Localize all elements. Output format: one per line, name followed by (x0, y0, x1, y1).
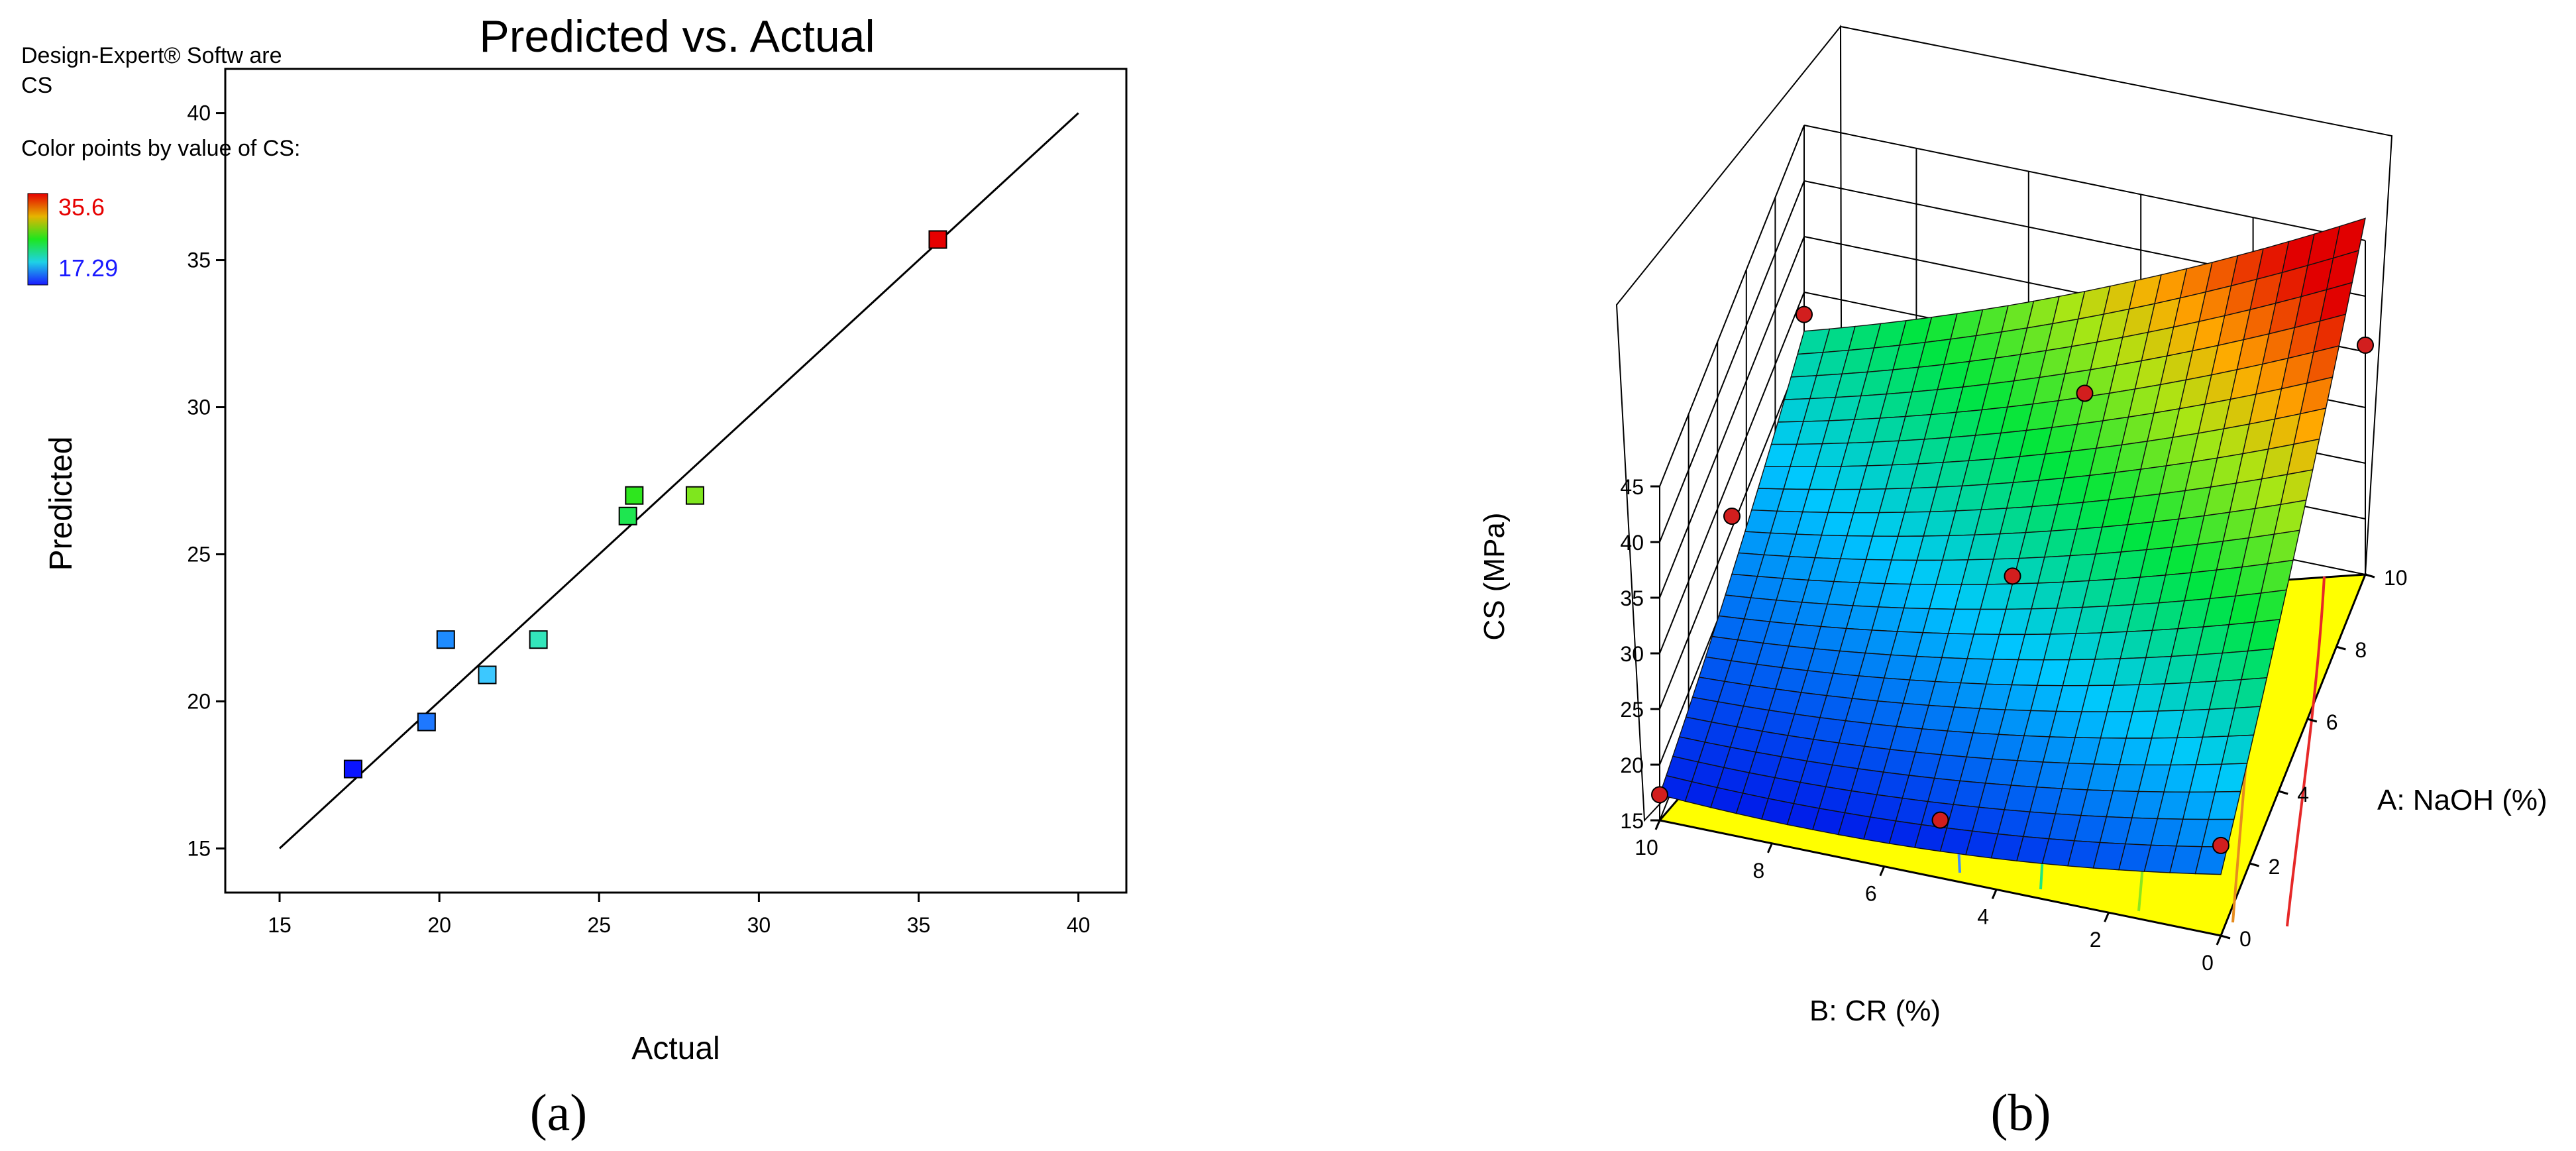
z-tick-label: 25 (1620, 698, 1644, 722)
data-point (343, 759, 362, 779)
z-axis-label: CS (MPa) (1478, 512, 1511, 640)
axis-ticks: 15 20 25 30 35 40 15 20 25 30 35 40 (187, 101, 1090, 937)
cr-tick-label: 6 (1865, 882, 1877, 906)
cr-tick-label: 0 (2202, 951, 2214, 975)
cr-tick-label: 10 (1635, 836, 1658, 859)
naoh-tick-label: 2 (2269, 855, 2281, 879)
naoh-tick (2249, 862, 2260, 867)
cr-tick (2216, 935, 2222, 946)
wall-grid-line (1659, 236, 1805, 598)
z-tick-label: 40 (1620, 531, 1644, 555)
y-tick-label: 15 (187, 836, 211, 860)
z-tick-label: 45 (1620, 475, 1644, 499)
naoh-tick-label: 6 (2326, 710, 2338, 734)
x-tick-label: 40 (1067, 913, 1091, 937)
response-surface (1659, 217, 2366, 875)
design-point (2076, 384, 2094, 402)
y-tick-label: 30 (187, 396, 211, 419)
cr-tick-label: 4 (1977, 904, 1989, 928)
naoh-tick-label: 0 (2239, 927, 2251, 951)
plot-frame (224, 68, 1128, 894)
y-tick-label: 25 (187, 542, 211, 566)
data-point (928, 230, 947, 249)
y-tick-label: 20 (187, 689, 211, 713)
naoh-tick-label: 4 (2297, 783, 2309, 806)
data-points (343, 230, 947, 779)
color-min-label: 17.29 (58, 254, 118, 282)
design-point (1931, 811, 1949, 829)
z-tick-label: 15 (1620, 809, 1644, 833)
x-tick-label: 30 (747, 913, 771, 937)
x-tick-label: 20 (427, 913, 451, 937)
axis-ticks-3d: 15 20 25 30 35 40 45 0 2 4 6 8 10 0 2 4 6 8 10 (1620, 475, 2407, 975)
color-caption: Color points by value of CS: (21, 136, 300, 161)
y-tick-label: 40 (187, 101, 211, 125)
z-tick-label: 30 (1620, 642, 1644, 666)
naoh-tick-label: 8 (2355, 638, 2367, 662)
caption-b: (b) (1991, 1083, 2051, 1141)
caption-a: (a) (530, 1083, 588, 1141)
chart-title: Predicted vs. Actual (479, 11, 875, 62)
z-tick-label: 35 (1620, 586, 1644, 610)
design-point (1651, 786, 1668, 804)
cr-tick (2104, 912, 2110, 922)
cr-tick-label: 8 (1753, 859, 1765, 883)
y-tick-label: 35 (187, 248, 211, 272)
data-point (529, 630, 548, 649)
cr-tick (1991, 889, 1998, 899)
cr-tick (1879, 866, 1886, 877)
x-axis-label: Actual (631, 1031, 720, 1066)
design-points (1651, 305, 2374, 854)
naoh-tick (2365, 573, 2375, 578)
cr-axis-label: B: CR (%) (1809, 995, 1941, 1027)
design-point (2004, 567, 2021, 585)
data-point (436, 630, 455, 649)
design-point (2357, 336, 2374, 354)
design-point (1723, 508, 1741, 525)
panel-a: Design-Expert® Softw are CS Color points… (21, 11, 1128, 1141)
data-point (478, 665, 497, 685)
color-max-label: 35.6 (58, 193, 105, 221)
design-point (2212, 836, 2229, 854)
data-point (625, 486, 644, 505)
cr-tick-label: 2 (2090, 928, 2102, 952)
panel-b: 15 20 25 30 35 40 45 0 2 4 6 8 10 0 2 4 6 8 10 CS (MPa) B:… (1478, 25, 2548, 1141)
wall-grid-line (1659, 292, 1805, 654)
software-label: Design-Expert® Softw are (21, 43, 282, 68)
data-point (685, 486, 704, 505)
data-point (417, 712, 436, 732)
cr-tick (1767, 843, 1773, 853)
x-tick-label: 25 (587, 913, 611, 937)
contour-line (2286, 576, 2326, 927)
naoh-tick (2220, 934, 2231, 940)
x-tick-label: 35 (907, 913, 931, 937)
design-point (1796, 305, 1813, 323)
wall-grid-line (1659, 347, 1805, 710)
naoh-tick (2307, 718, 2318, 723)
reference-line (278, 112, 1079, 850)
naoh-tick-label: 10 (2384, 566, 2408, 590)
data-point (618, 506, 637, 525)
wall-grid-line (1803, 125, 2366, 241)
color-bar (27, 193, 48, 286)
wall-grid-line (1659, 125, 1805, 487)
naoh-axis-label: A: NaOH (%) (2377, 784, 2548, 816)
naoh-tick (2278, 790, 2288, 795)
y-axis-label: Predicted (44, 437, 79, 571)
x-tick-label: 15 (268, 913, 292, 937)
response-label: CS (21, 73, 52, 98)
naoh-tick (2335, 645, 2346, 651)
wall-grid-line (1659, 180, 1805, 543)
cr-tick (1654, 820, 1661, 830)
z-tick-label: 20 (1620, 753, 1644, 777)
